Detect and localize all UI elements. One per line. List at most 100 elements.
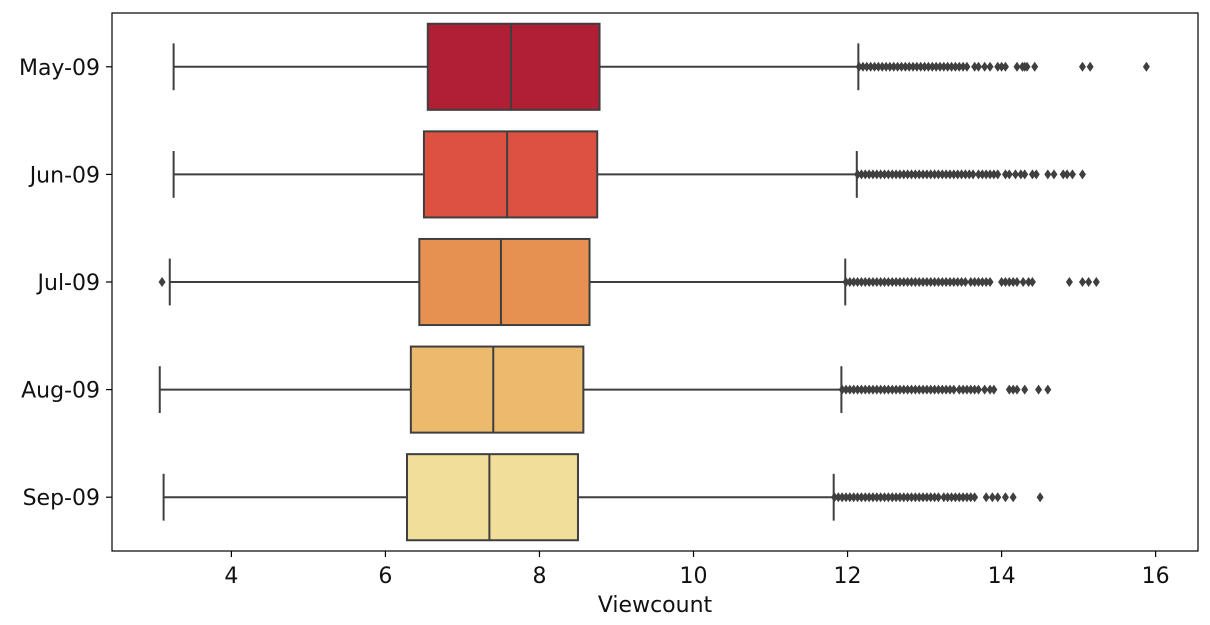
box-group: [158, 345, 1052, 434]
outlier-point: [842, 277, 850, 287]
outlier-point: [1009, 277, 1017, 287]
outlier-point: [954, 169, 962, 180]
outlier-point: [896, 169, 904, 180]
outlier-point: [859, 61, 867, 72]
outlier-point: [865, 169, 873, 180]
outlier-point: [1078, 61, 1086, 72]
outlier-point: [850, 492, 858, 503]
outlier-point: [971, 384, 979, 395]
outlier-point: [857, 277, 865, 287]
outlier-point: [869, 277, 877, 287]
outlier-point: [950, 384, 958, 395]
x-tick-label: 14: [988, 564, 1016, 589]
outlier-point: [888, 384, 896, 395]
outlier-point: [886, 61, 894, 72]
outlier-point: [861, 277, 869, 287]
outlier-point: [921, 61, 929, 72]
outlier-point: [158, 277, 166, 287]
outlier-point: [923, 492, 931, 503]
outlier-point: [971, 277, 979, 287]
outlier-point: [846, 277, 854, 287]
outlier-point: [934, 384, 942, 395]
outlier-point: [919, 384, 927, 395]
outlier-point: [931, 492, 939, 503]
outlier-point: [1005, 169, 1013, 180]
y-tick-label: Aug-09: [21, 379, 100, 404]
outlier-point: [974, 169, 982, 180]
outlier-point: [1059, 169, 1067, 180]
outlier-point: [1001, 492, 1009, 503]
outlier-point: [854, 169, 862, 180]
outlier-point: [932, 61, 940, 72]
outlier-point: [927, 384, 935, 395]
x-tick-label: 16: [1142, 564, 1170, 589]
outlier-point: [988, 492, 996, 503]
outlier-point: [905, 61, 913, 72]
outlier-point: [907, 277, 915, 287]
outlier-point: [965, 169, 973, 180]
outlier-point: [877, 492, 885, 503]
outlier-point: [961, 277, 969, 287]
outlier-point: [1005, 277, 1013, 287]
outlier-point: [904, 169, 912, 180]
outlier-point: [888, 169, 896, 180]
outlier-point: [946, 277, 954, 287]
outlier-point: [850, 277, 858, 287]
outlier-point: [857, 384, 865, 395]
outlier-point: [867, 61, 875, 72]
outlier-point: [873, 384, 881, 395]
outlier-point: [850, 384, 858, 395]
outlier-point: [963, 384, 971, 395]
outlier-point: [951, 61, 959, 72]
outlier-point: [892, 277, 900, 287]
outlier-point: [944, 492, 952, 503]
outlier-point: [951, 492, 959, 503]
outlier-point: [969, 169, 977, 180]
outlier-point: [907, 384, 915, 395]
outlier-point: [919, 277, 927, 287]
outlier-point: [854, 384, 862, 395]
outlier-point: [931, 169, 939, 180]
outlier-point: [958, 277, 966, 287]
outlier-point: [981, 61, 989, 72]
outlier-point: [854, 492, 862, 503]
outlier-point: [1050, 169, 1058, 180]
outlier-point: [1021, 169, 1029, 180]
outlier-point: [1019, 277, 1027, 287]
x-tick-label: 4: [224, 564, 238, 589]
outlier-point: [877, 384, 885, 395]
outlier-point: [873, 169, 881, 180]
outlier-point: [982, 169, 990, 180]
outlier-point: [1023, 61, 1031, 72]
outlier-point: [1011, 169, 1019, 180]
outlier-point: [1085, 277, 1093, 287]
outlier-point: [877, 169, 885, 180]
outlier-point: [1032, 169, 1040, 180]
outlier-point: [955, 61, 963, 72]
outlier-point: [857, 492, 865, 503]
outlier-point: [928, 61, 936, 72]
y-tick-label: May-09: [19, 56, 100, 81]
outlier-point: [990, 169, 998, 180]
outlier-point: [1001, 277, 1009, 287]
outlier-point: [946, 169, 954, 180]
outlier-point: [938, 384, 946, 395]
outlier-point: [936, 61, 944, 72]
outlier-point: [838, 492, 846, 503]
outlier-point: [919, 492, 927, 503]
outlier-point: [1028, 169, 1036, 180]
outlier-point: [919, 169, 927, 180]
outlier-point: [915, 277, 923, 287]
outlier-point: [944, 61, 952, 72]
outlier-point: [1092, 277, 1100, 287]
outlier-point: [917, 61, 925, 72]
outlier-point: [1001, 169, 1009, 180]
outlier-point: [842, 384, 850, 395]
outlier-point: [963, 61, 971, 72]
outlier-point: [971, 61, 979, 72]
outlier-point: [927, 492, 935, 503]
outlier-point: [838, 384, 846, 395]
outlier-point: [924, 61, 932, 72]
outlier-point: [967, 492, 975, 503]
outlier-point: [998, 61, 1006, 72]
